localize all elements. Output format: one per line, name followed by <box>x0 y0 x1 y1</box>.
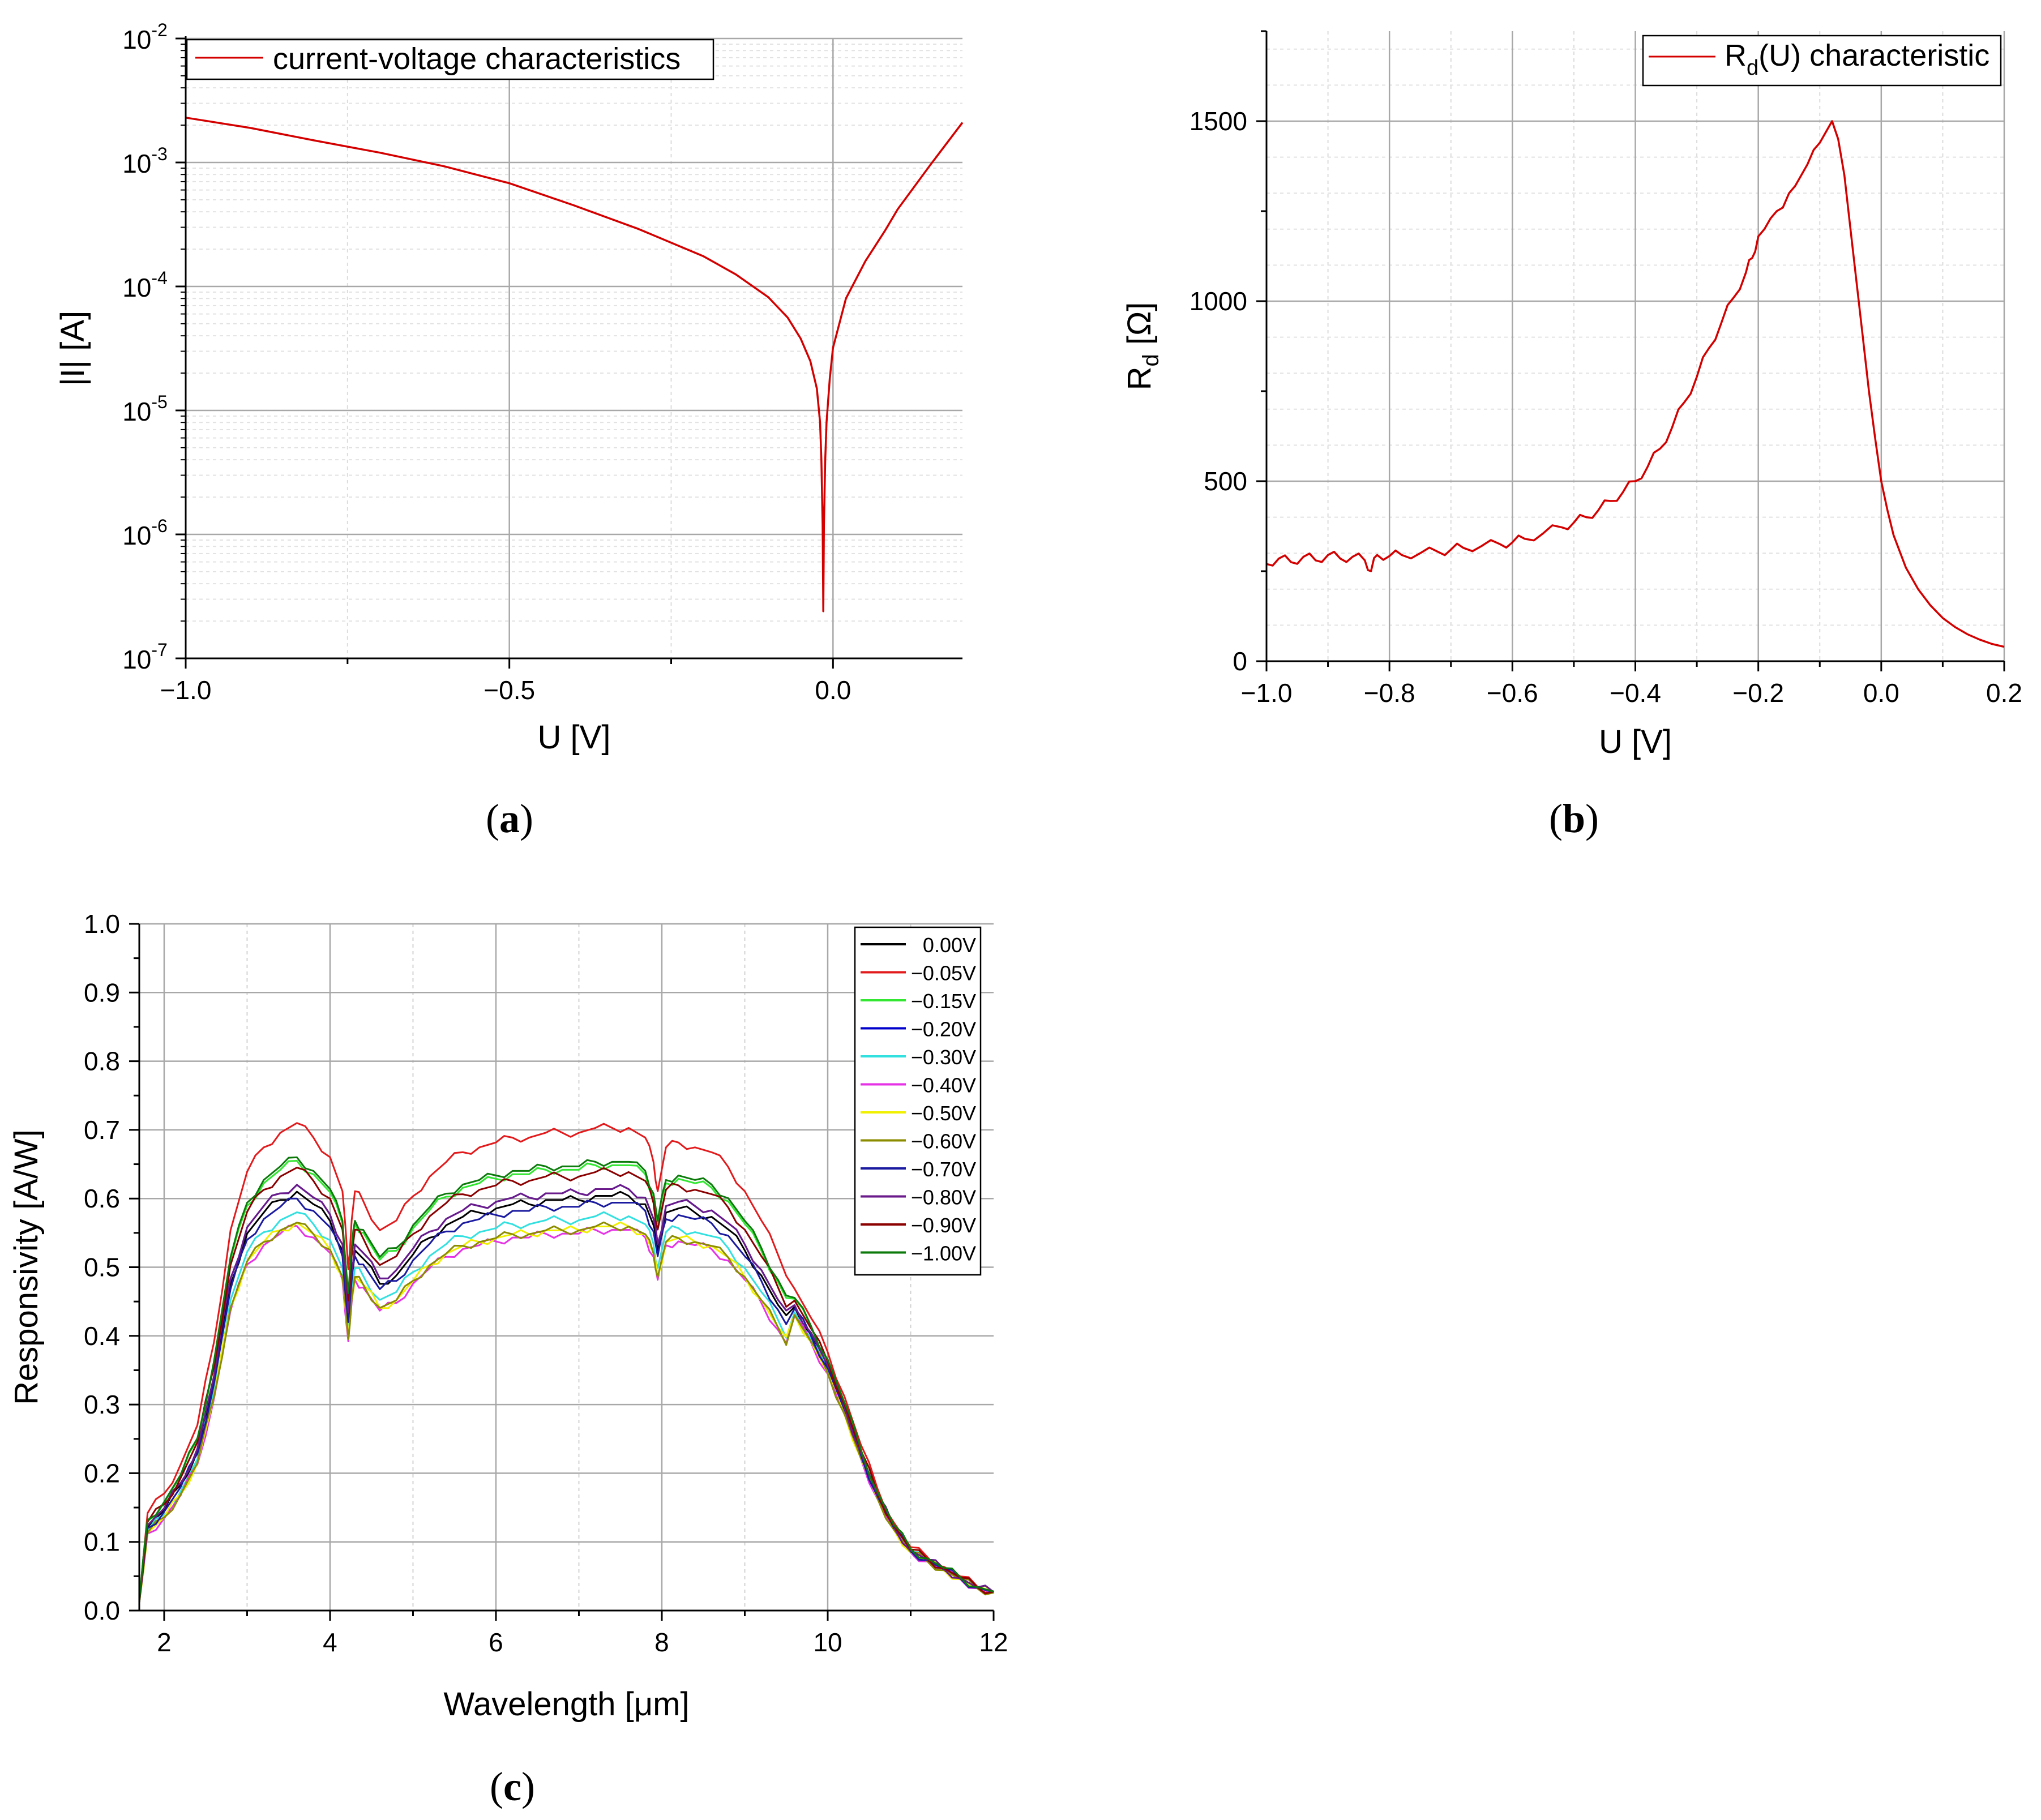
ylabel-main: R <box>1121 367 1158 391</box>
legend-entry-label: −0.90V <box>911 1214 976 1237</box>
y-tick-label: 0.6 <box>84 1184 120 1213</box>
y-tick-label: 10-7 <box>122 640 168 674</box>
y-axis-label: Responsivity [A/W] <box>8 1129 45 1405</box>
legend: Rd(U) characteristic <box>1642 35 2002 87</box>
x-axis-label: U [V] <box>538 719 611 756</box>
x-tick-label: 4 <box>323 1628 337 1657</box>
panel-label-c: (c) <box>490 1764 535 1809</box>
y-tick-label: 0.7 <box>84 1115 120 1145</box>
series-line-rd <box>1266 120 2005 648</box>
y-axis-label: Rd [Ω] <box>1121 302 1163 391</box>
y-tick-label: 10-6 <box>122 516 168 550</box>
legend-entry-label: current-voltage characteristics <box>273 42 681 76</box>
series-line-11 <box>138 1167 994 1602</box>
y-tick-label: 0.8 <box>84 1047 120 1076</box>
y-tick-exponent: -7 <box>151 640 167 660</box>
y-tick-exponent: -2 <box>151 20 167 40</box>
y-tick-label: 10-3 <box>122 144 168 178</box>
legend-entry-label: −0.30V <box>911 1046 976 1069</box>
legend-entry-label: Rd(U) characteristic <box>1725 38 1989 80</box>
x-tick-label: 12 <box>979 1628 1008 1657</box>
x-axis-label: U [V] <box>1599 723 1672 760</box>
x-axis-label: Wavelength [μm] <box>443 1686 689 1723</box>
y-tick-exponent: -5 <box>151 392 167 412</box>
legend-main: R <box>1725 38 1747 72</box>
legend-entry-label: −0.20V <box>911 1018 976 1041</box>
y-tick-exponent: -6 <box>151 516 167 536</box>
legend-rest: (U) characteristic <box>1758 38 1989 72</box>
y-tick-label: 10-2 <box>122 20 168 54</box>
panel-label-a: (a) <box>486 796 533 841</box>
y-tick-label: 0.2 <box>84 1458 120 1488</box>
y-tick-label: 0.1 <box>84 1527 120 1557</box>
x-tick-label: 10 <box>813 1628 842 1657</box>
y-tick-label: 0 <box>1233 646 1247 676</box>
series-line-2 <box>138 1122 994 1601</box>
ylabel-sub: d <box>1139 354 1163 366</box>
ylabel-rest: [Ω] <box>1121 302 1158 354</box>
y-tick-base: 10 <box>122 397 151 426</box>
y-tick-exponent: -3 <box>151 144 167 164</box>
legend: 0.00V −0.05V −0.15V −0.20V −0.30V −0.40V −0.50… <box>854 926 982 1276</box>
legend: current-voltage characteristics <box>186 38 714 80</box>
y-tick-label: 1000 <box>1189 286 1247 316</box>
x-tick-label: −0.2 <box>1732 678 1784 708</box>
panel-b-rd-characteristic: −1.0 −0.8 −0.6 −0.4 −0.2 0.0 0.2 0 500 1000 1500 U… <box>1121 30 2022 841</box>
legend-entry-label: −0.70V <box>911 1158 976 1181</box>
legend-entry-label: −1.00V <box>911 1242 976 1265</box>
legend-entry-label: −0.40V <box>911 1074 976 1097</box>
series-line-12 <box>138 1156 994 1602</box>
panel-letter: a <box>499 796 520 841</box>
y-tick-base: 10 <box>122 645 151 674</box>
legend-entry-label: −0.15V <box>911 990 976 1013</box>
y-tick-base: 10 <box>122 521 151 550</box>
panel-letter: c <box>503 1764 521 1809</box>
x-tick-label: 0.0 <box>1863 678 1899 708</box>
panel-a-iv-characteristics: −1.0 −0.5 0.010-710-610-510-410-310-2 U [V… <box>54 20 964 841</box>
y-tick-base: 10 <box>122 273 151 302</box>
x-tick-label: 2 <box>157 1628 172 1657</box>
y-tick-label: 0.3 <box>84 1390 120 1419</box>
y-tick-label: 0.9 <box>84 978 120 1007</box>
panel-label-b: (b) <box>1549 796 1599 841</box>
x-tick-label: 0.2 <box>1986 678 2022 708</box>
legend-entry-label: −0.50V <box>911 1102 976 1125</box>
x-tick-label: 8 <box>654 1628 669 1657</box>
y-tick-label: 1500 <box>1189 106 1247 136</box>
legend-entry-label: −0.05V <box>911 962 976 985</box>
x-tick-label: −0.8 <box>1364 678 1415 708</box>
panel-c-responsivity: 2 4 6 8 10 12 0.0 0.1 0.2 0.3 0.4 0.5 0.6 0.7 0.8 0.9 1.… <box>8 909 1008 1809</box>
y-tick-label: 500 <box>1204 466 1247 496</box>
y-tick-label: 10-5 <box>122 392 168 426</box>
x-tick-label: 6 <box>489 1628 503 1657</box>
legend-entry-label: −0.60V <box>911 1130 976 1153</box>
x-tick-label: −0.6 <box>1487 678 1538 708</box>
y-axis-label: |I| [A] <box>54 311 91 386</box>
x-tick-label: 0.0 <box>815 675 851 705</box>
legend-entry-label: −0.80V <box>911 1186 976 1209</box>
x-tick-label: −1.0 <box>1241 678 1293 708</box>
x-tick-label: −0.5 <box>483 675 535 705</box>
y-tick-exponent: -4 <box>151 268 167 288</box>
y-tick-label: 0.5 <box>84 1253 120 1282</box>
panel-letter: b <box>1563 796 1585 841</box>
legend-sub: d <box>1747 56 1758 80</box>
legend-entry-label: 0.00V <box>923 933 976 957</box>
y-tick-label: 0.0 <box>84 1596 120 1625</box>
series-line-iv <box>185 117 964 613</box>
x-tick-label: −1.0 <box>160 675 212 705</box>
y-tick-base: 10 <box>122 25 151 54</box>
y-tick-label: 0.4 <box>84 1321 120 1351</box>
x-tick-label: −0.4 <box>1610 678 1661 708</box>
y-tick-label: 1.0 <box>84 909 120 939</box>
y-tick-label: 10-4 <box>122 268 168 302</box>
y-tick-base: 10 <box>122 149 151 178</box>
series-line-8 <box>138 1221 994 1603</box>
